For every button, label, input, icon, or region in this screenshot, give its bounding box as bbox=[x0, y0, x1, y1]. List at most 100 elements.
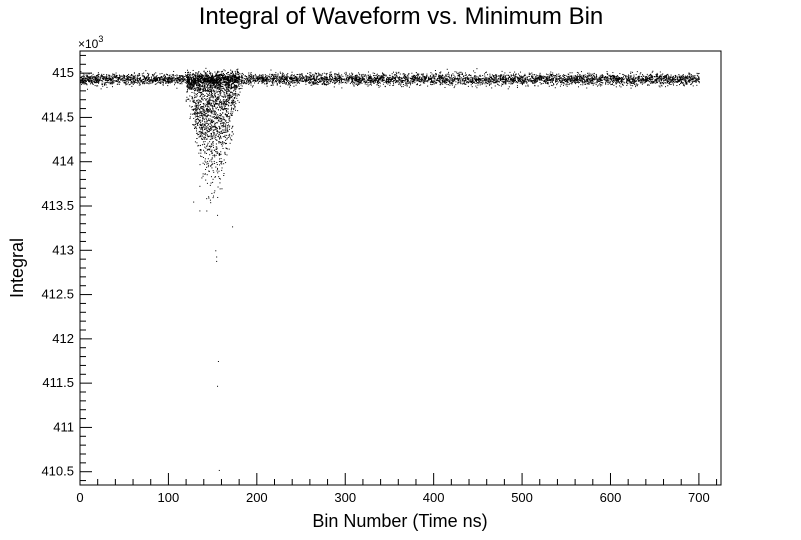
band-point bbox=[654, 79, 656, 81]
band-point bbox=[592, 84, 594, 86]
band-point bbox=[627, 74, 629, 76]
band-point bbox=[162, 75, 164, 77]
band-point bbox=[607, 76, 609, 78]
band-point bbox=[298, 82, 300, 84]
band-point bbox=[169, 76, 171, 78]
band-point bbox=[317, 83, 319, 85]
band-point bbox=[660, 84, 662, 86]
band-point bbox=[441, 82, 443, 84]
band-point bbox=[427, 80, 429, 82]
band-point bbox=[316, 82, 318, 84]
band-point bbox=[326, 81, 328, 83]
band-point bbox=[90, 79, 92, 81]
band-point bbox=[667, 80, 669, 82]
band-point bbox=[238, 81, 240, 83]
band-point bbox=[296, 74, 298, 76]
band-point bbox=[695, 81, 697, 83]
band-point bbox=[457, 78, 459, 79]
band-point bbox=[616, 81, 618, 83]
band-point bbox=[389, 77, 391, 79]
band-point bbox=[358, 73, 360, 75]
band-point bbox=[356, 75, 358, 77]
band-point bbox=[578, 86, 579, 88]
band-point bbox=[137, 81, 139, 83]
band-point bbox=[116, 80, 118, 82]
band-point bbox=[400, 84, 402, 86]
band-point bbox=[460, 71, 462, 73]
band-point bbox=[393, 79, 395, 81]
band-point bbox=[660, 79, 662, 81]
band-point bbox=[326, 83, 328, 85]
band-point bbox=[242, 72, 244, 74]
band-point bbox=[546, 78, 548, 80]
band-point bbox=[619, 73, 621, 75]
band-point bbox=[346, 80, 348, 82]
band-point bbox=[495, 75, 497, 77]
band-point bbox=[336, 79, 338, 81]
band-point bbox=[247, 77, 249, 79]
band-point bbox=[350, 77, 352, 79]
band-point bbox=[264, 80, 266, 82]
band-point bbox=[94, 79, 96, 81]
band-point bbox=[478, 81, 480, 83]
band-point bbox=[540, 77, 542, 79]
band-point bbox=[524, 77, 526, 79]
band-point bbox=[592, 76, 594, 78]
band-point bbox=[241, 81, 243, 83]
band-point bbox=[370, 82, 372, 84]
band-point bbox=[488, 80, 490, 82]
band-point bbox=[482, 79, 484, 81]
band-point bbox=[500, 74, 502, 76]
band-point bbox=[112, 77, 114, 79]
band-point bbox=[521, 77, 523, 79]
band-point bbox=[349, 83, 351, 85]
band-point bbox=[266, 79, 268, 81]
band-point bbox=[138, 79, 140, 81]
band-point bbox=[251, 78, 253, 80]
band-point bbox=[488, 77, 490, 79]
band-point bbox=[474, 75, 476, 77]
band-point bbox=[450, 79, 452, 81]
band-point bbox=[430, 75, 432, 77]
band-point bbox=[372, 77, 374, 79]
band-point bbox=[123, 75, 125, 77]
band-point bbox=[519, 82, 521, 84]
band-point bbox=[326, 77, 328, 79]
band-point bbox=[378, 86, 380, 88]
band-point bbox=[670, 76, 672, 78]
band-point bbox=[296, 78, 298, 80]
band-point bbox=[444, 83, 446, 85]
band-point bbox=[120, 75, 122, 77]
band-point bbox=[279, 85, 281, 87]
band-point bbox=[496, 75, 498, 77]
band-point bbox=[455, 84, 457, 86]
band-point bbox=[369, 81, 371, 83]
band-point bbox=[438, 80, 440, 82]
band-point bbox=[352, 76, 354, 78]
band-point bbox=[309, 76, 311, 78]
band-point bbox=[172, 75, 174, 77]
band-point bbox=[251, 77, 253, 79]
band-point bbox=[342, 82, 344, 84]
band-point bbox=[585, 83, 587, 85]
band-point bbox=[656, 81, 658, 83]
band-point bbox=[519, 75, 521, 77]
band-point bbox=[286, 80, 288, 82]
band-point bbox=[503, 74, 505, 76]
band-point bbox=[215, 78, 217, 80]
band-point bbox=[101, 84, 103, 86]
band-point bbox=[473, 70, 475, 72]
band-point bbox=[650, 83, 652, 85]
band-point bbox=[118, 77, 120, 79]
band-point bbox=[310, 84, 312, 86]
band-point bbox=[574, 74, 576, 76]
band-point bbox=[241, 78, 243, 80]
band-point bbox=[169, 80, 171, 82]
band-point bbox=[661, 79, 663, 81]
band-point bbox=[133, 78, 135, 80]
band-point bbox=[367, 79, 369, 81]
band-point bbox=[308, 81, 310, 83]
band-point bbox=[267, 78, 269, 80]
band-point bbox=[372, 81, 374, 83]
band-point bbox=[368, 81, 370, 83]
